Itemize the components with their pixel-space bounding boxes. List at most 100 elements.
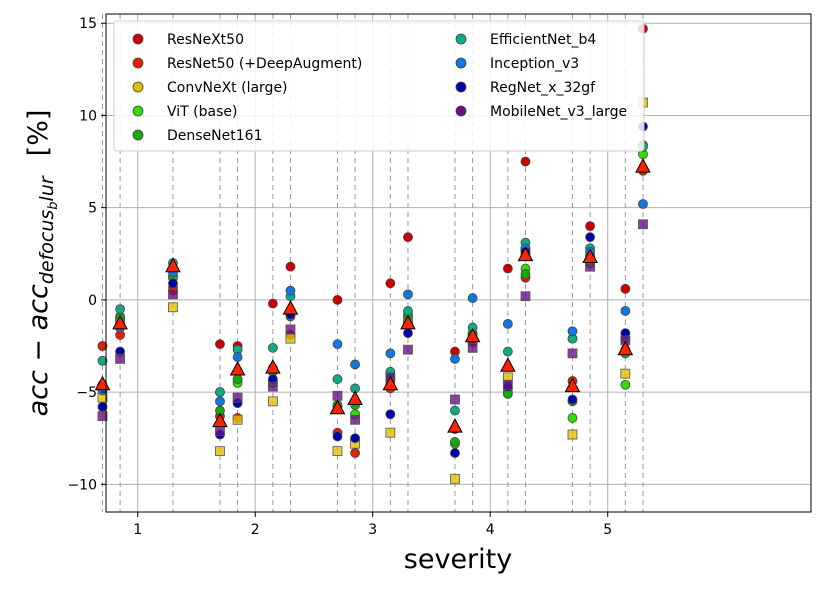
mean-marker [400,314,416,330]
x-tick-label: 3 [368,522,377,538]
data-point [403,232,413,243]
data-point [215,339,225,350]
data-point [215,396,225,407]
data-point [232,352,243,362]
data-point [450,354,460,364]
data-point [168,278,178,289]
mean-marker [564,377,581,393]
data-point [385,348,396,359]
data-point [502,318,513,329]
data-point [403,344,413,355]
mean-marker [447,418,463,433]
data-point [385,409,396,420]
legend-marker [132,105,144,117]
mean-marker [329,399,346,415]
legend-label: EfficientNet_b4 [490,32,596,48]
data-point [385,427,396,438]
data-point [232,392,243,403]
y-tick-label: 0 [88,293,97,309]
legend-label: ConvNeXt (large) [167,80,288,96]
data-point [350,448,361,458]
data-point [403,289,413,300]
legend-marker [132,129,144,141]
x-ticks: 1 2 3 4 5 [133,512,612,538]
data-point [450,437,460,447]
data-point [467,293,478,303]
legend-label: Inception_v3 [490,56,579,72]
mean-marker [617,340,634,356]
data-point [620,283,631,294]
data-point [285,261,296,272]
data-point [450,405,460,416]
mean-marker [282,300,299,315]
legend-marker [132,33,144,45]
data-point [502,379,513,390]
legend-marker [132,57,144,69]
data-point [285,324,296,335]
data-point [332,431,343,442]
legend-marker [455,81,467,93]
data-point [215,425,225,436]
data-point [567,394,578,405]
legend-marker [455,57,467,69]
data-point [232,414,243,425]
legend-label: ViT (base) [167,104,237,120]
mean-marker [212,412,228,428]
mean-marker [265,359,281,374]
y-ticks: −10 −5 0 5 10 15 [67,16,106,493]
data-point [332,339,343,350]
data-point [350,359,361,370]
data-point [620,379,631,390]
y-tick-label: 15 [79,16,97,32]
legend-label: DenseNet161 [167,128,262,144]
mean-marker [635,158,651,173]
data-point [585,261,595,272]
x-tick-label: 1 [133,522,142,538]
plot-frame [105,13,812,513]
data-point [620,368,631,379]
legend-label: ResNet50 (+DeepAugment) [167,56,362,72]
data-point [502,263,513,274]
y-axis-label: acc − accdefocusblur[%] [23,110,61,417]
data-point [567,413,578,423]
mean-marker [500,357,516,372]
data-point [450,473,460,484]
data-point [567,429,578,440]
data-point [168,302,178,313]
data-point [567,326,578,337]
data-point [97,411,108,421]
data-point [267,396,278,407]
data-point [267,298,278,309]
data-point [567,348,578,359]
legend-marker [455,33,467,45]
legend-label: RegNet_x_32gf [490,80,596,96]
data-point [520,156,531,167]
data-point [403,328,413,338]
data-point [168,289,178,300]
data-point [232,374,243,385]
legend: ResNeXt50 ResNet50 (+DeepAugment) ConvNeXt… [113,20,645,152]
data-point [350,414,361,425]
mean-marker [582,248,598,263]
y-tick-label: 5 [88,201,97,217]
data-point [115,354,125,364]
x-tick-label: 4 [486,522,495,538]
mean-marker [382,375,399,391]
y-tick-label: −10 [67,477,97,493]
data-point [585,221,595,232]
data-point [97,355,108,366]
data-point [403,306,413,316]
data-point [502,346,513,357]
data-point [285,333,296,344]
x-axis-label: severity [404,544,512,575]
mean-marker [347,390,363,405]
data-point [350,433,361,444]
data-point [267,342,278,353]
y-tick-label: 10 [79,108,97,124]
mean-marker [229,360,246,376]
data-point [520,269,531,279]
data-point [638,219,648,230]
data-point [585,232,595,243]
mean-marker [464,327,481,343]
